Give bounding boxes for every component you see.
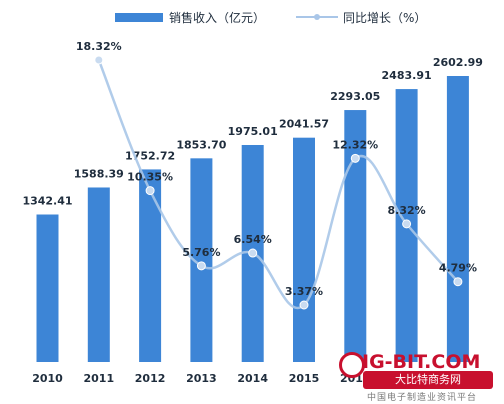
- growth-point-2015: [299, 300, 309, 310]
- growth-value-labels: 18.32% 10.35% 5.76% 6.54% 3.37% 12.32% 8.32% 4.…: [76, 40, 477, 298]
- bar-value-label-2015: 2041.57: [279, 118, 329, 131]
- growth-point-2014: [248, 248, 258, 258]
- growth-value-label-2018E: 4.79%: [439, 262, 477, 275]
- growth-value-label-2012: 10.35%: [127, 171, 173, 184]
- legend-label-growth: 同比增长（%）: [343, 11, 426, 25]
- legend-label-sales: 销售收入（亿元）: [169, 10, 265, 25]
- growth-point-2016: [350, 153, 360, 163]
- x-tick-2011: 2011: [83, 372, 114, 385]
- bar-2012: [139, 169, 162, 362]
- x-tick-2010: 2010: [32, 372, 63, 385]
- growth-value-label-2011: 18.32%: [76, 40, 122, 53]
- bar-value-label-2011: 1588.39: [74, 167, 124, 180]
- bar-value-label-2016: 2293.05: [330, 90, 380, 103]
- watermark-logo: IG-BIT.COM: [362, 351, 481, 373]
- bar-2010: [36, 214, 59, 362]
- bar-value-label-2010: 1342.41: [22, 195, 72, 208]
- growth-point-2011: [94, 55, 104, 65]
- growth-point-2012: [145, 186, 155, 196]
- growth-point-2013: [196, 261, 206, 271]
- legend-swatch-marker: [314, 14, 320, 20]
- growth-line-series: [94, 55, 463, 310]
- bar-2016: [344, 110, 367, 363]
- bar-value-label-2017: 2483.91: [382, 69, 432, 82]
- bar-value-label-2014: 1975.01: [228, 125, 278, 138]
- watermark-subtitle: 中国电子制造业资讯平台: [367, 393, 478, 403]
- bar-value-labels: 1342.411588.391752.721853.701975.012041.…: [22, 56, 483, 208]
- bar-2018E: [446, 76, 469, 362]
- bar-2013: [190, 158, 213, 362]
- growth-point-2018E: [453, 277, 463, 287]
- x-tick-2015: 2015: [289, 372, 320, 385]
- x-tick-2013: 2013: [186, 372, 217, 385]
- watermark-logo-icon: [339, 352, 365, 378]
- growth-point-2017: [402, 219, 412, 229]
- legend-swatch-bar: [115, 13, 163, 22]
- growth-value-label-2016: 12.32%: [332, 138, 378, 151]
- growth-value-label-2013: 5.76%: [182, 246, 220, 259]
- bar-value-label-2018E: 2602.99: [433, 56, 483, 69]
- bar-2015: [293, 137, 315, 362]
- bar-value-label-2013: 1853.70: [176, 138, 226, 151]
- watermark-tagline: 大比特商务网: [363, 371, 493, 389]
- x-tick-2014: 2014: [237, 372, 268, 385]
- x-tick-2012: 2012: [135, 372, 166, 385]
- growth-value-label-2017: 8.32%: [388, 204, 426, 217]
- bar-2011: [87, 187, 110, 362]
- growth-value-label-2015: 3.37%: [285, 285, 323, 298]
- growth-value-label-2014: 6.54%: [234, 233, 272, 246]
- legend: 销售收入（亿元） 同比增长（%）: [115, 10, 426, 25]
